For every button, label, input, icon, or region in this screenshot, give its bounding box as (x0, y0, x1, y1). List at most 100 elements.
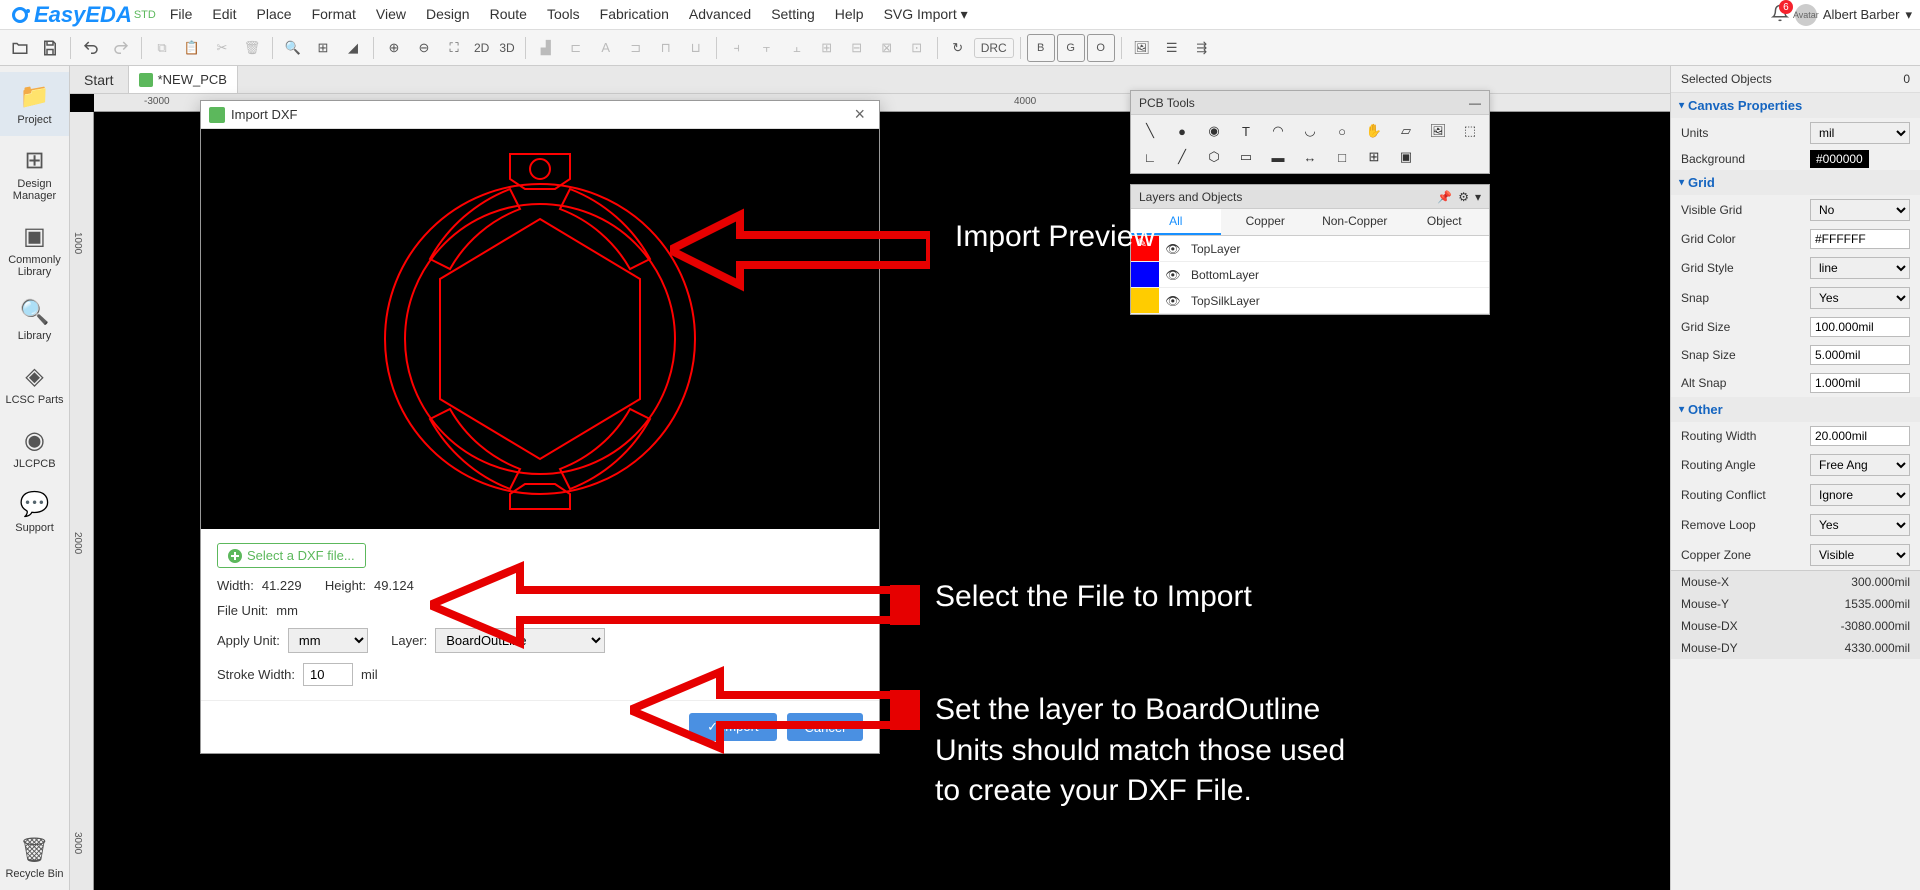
copy-icon[interactable]: ⧉ (148, 34, 176, 62)
grid-style-select[interactable]: line (1810, 257, 1910, 279)
t2-icon[interactable]: ⊏ (562, 34, 590, 62)
layer-tab-object[interactable]: Object (1400, 209, 1490, 235)
circle-icon[interactable]: ○ (1327, 119, 1357, 143)
t3-icon[interactable]: A (592, 34, 620, 62)
routing-width-input[interactable] (1810, 426, 1910, 446)
rect3-icon[interactable]: □ (1327, 145, 1357, 169)
view-2d[interactable]: 2D (470, 41, 493, 55)
menu-view[interactable]: View (366, 6, 416, 22)
line-icon[interactable]: ╱ (1167, 145, 1197, 169)
t4-icon[interactable]: ⊐ (622, 34, 650, 62)
save-icon[interactable] (36, 34, 64, 62)
al2-icon[interactable]: ⫟ (753, 34, 781, 62)
menu-route[interactable]: Route (480, 6, 537, 22)
cut-icon[interactable]: ✂ (208, 34, 236, 62)
zoom-icon[interactable]: 🔍 (279, 34, 307, 62)
paste-icon[interactable]: 📋 (178, 34, 206, 62)
grid-size-input[interactable] (1810, 317, 1910, 337)
layer-select[interactable]: BoardOutLine (435, 628, 605, 653)
zoom-in-icon[interactable]: ⊕ (380, 34, 408, 62)
open-folder-icon[interactable] (6, 34, 34, 62)
eye-icon[interactable]: 👁 (1159, 268, 1187, 282)
cancel-button[interactable]: Cancel (787, 713, 863, 741)
routing-angle-select[interactable]: Free Ang (1810, 454, 1910, 476)
layers-icon[interactable]: ☰ (1158, 34, 1186, 62)
close-icon[interactable]: × (848, 104, 871, 125)
al4-icon[interactable]: ⊞ (813, 34, 841, 62)
layer-row[interactable]: 👁BottomLayer (1131, 262, 1489, 288)
routing-conflict-select[interactable]: Ignore (1810, 484, 1910, 506)
rect2-icon[interactable]: ▭ (1231, 145, 1261, 169)
al7-icon[interactable]: ⊡ (903, 34, 931, 62)
stroke-width-input[interactable] (303, 663, 353, 686)
grid-color-input[interactable] (1810, 229, 1910, 249)
view-3d[interactable]: 3D (495, 41, 518, 55)
angle-icon[interactable]: ∟ (1135, 145, 1165, 169)
apply-unit-select[interactable]: mm (288, 628, 368, 653)
visible-grid-select[interactable]: No (1810, 199, 1910, 221)
layer-tab-non-copper[interactable]: Non-Copper (1310, 209, 1400, 235)
units-select[interactable]: mil (1810, 122, 1910, 144)
redo-icon[interactable] (107, 34, 135, 62)
al3-icon[interactable]: ⫠ (783, 34, 811, 62)
section-canvas-header[interactable]: Canvas Properties (1671, 93, 1920, 118)
background-color[interactable]: #000000 (1810, 150, 1869, 168)
board-icon[interactable]: ▣ (1391, 145, 1421, 169)
brush-icon[interactable]: ◢ (339, 34, 367, 62)
remove-loop-select[interactable]: Yes (1810, 514, 1910, 536)
username[interactable]: Albert Barber (1823, 7, 1900, 22)
poly-icon[interactable]: ⬡ (1199, 145, 1229, 169)
tab-start[interactable]: Start (70, 66, 129, 93)
img-icon[interactable]: 🖼 (1128, 34, 1156, 62)
menu-file[interactable]: File (160, 6, 203, 22)
t1-icon[interactable]: ▟ (532, 34, 560, 62)
solid-icon[interactable]: ▬ (1263, 145, 1293, 169)
track-icon[interactable]: ╲ (1135, 119, 1165, 143)
menu-svg-import-[interactable]: SVG Import ▾ (874, 6, 978, 22)
arc2-icon[interactable]: ◡ (1295, 119, 1325, 143)
layer-tab-copper[interactable]: Copper (1221, 209, 1311, 235)
minimize-icon[interactable]: — (1469, 96, 1481, 110)
g-icon[interactable]: G (1057, 34, 1085, 62)
menu-format[interactable]: Format (302, 6, 366, 22)
pin-icon[interactable]: 📌 (1437, 190, 1452, 204)
al5-icon[interactable]: ⊟ (843, 34, 871, 62)
sidebar-jlcpcb[interactable]: ◉JLCPCB (0, 416, 69, 480)
layer-tab-all[interactable]: All (1131, 209, 1221, 235)
import-button[interactable]: ✓ Import (689, 713, 776, 741)
select-dxf-button[interactable]: Select a DXF file... (217, 543, 366, 568)
gear-icon[interactable]: ⚙ (1458, 190, 1469, 204)
canvas-icon[interactable]: ⬚ (1455, 119, 1485, 143)
avatar[interactable]: Avatar (1795, 4, 1817, 26)
delete-icon[interactable]: 🗑 (238, 34, 266, 62)
snap-select[interactable]: Yes (1810, 287, 1910, 309)
menu-edit[interactable]: Edit (202, 6, 246, 22)
section-grid-header[interactable]: Grid (1671, 170, 1920, 195)
al6-icon[interactable]: ⊠ (873, 34, 901, 62)
eye-icon[interactable]: 👁 (1159, 294, 1187, 308)
layer-row[interactable]: 👁TopSilkLayer (1131, 288, 1489, 314)
sidebar-support[interactable]: 💬Support (0, 480, 69, 544)
menu-fabrication[interactable]: Fabrication (590, 6, 679, 22)
menu-setting[interactable]: Setting (761, 6, 825, 22)
sidebar-commonly-library[interactable]: ▣Commonly Library (0, 212, 69, 288)
via-icon[interactable]: ◉ (1199, 119, 1229, 143)
sidebar-lcsc-parts[interactable]: ◈LCSC Parts (0, 352, 69, 416)
text-icon[interactable]: T (1231, 119, 1261, 143)
user-chevron-icon[interactable]: ▾ (1905, 7, 1912, 23)
drc-button[interactable]: DRC (974, 38, 1014, 58)
zoom-fit-icon[interactable]: ⛶ (440, 34, 468, 62)
undo-icon[interactable] (77, 34, 105, 62)
sidebar-design-manager[interactable]: ⊞Design Manager (0, 136, 69, 212)
sidebar-recycle-bin[interactable]: 🗑 Recycle Bin (0, 826, 69, 890)
menu-help[interactable]: Help (825, 6, 874, 22)
menu-tools[interactable]: Tools (537, 6, 590, 22)
layer-row[interactable]: ✎👁TopLayer (1131, 236, 1489, 262)
t6-icon[interactable]: ⊔ (682, 34, 710, 62)
group-icon[interactable]: ⊞ (1359, 145, 1389, 169)
tab-file[interactable]: *NEW_PCB (129, 66, 238, 93)
al1-icon[interactable]: ⫞ (723, 34, 751, 62)
region-icon[interactable]: ▱ (1391, 119, 1421, 143)
sidebar-library[interactable]: 🔍Library (0, 288, 69, 352)
menu-place[interactable]: Place (247, 6, 302, 22)
